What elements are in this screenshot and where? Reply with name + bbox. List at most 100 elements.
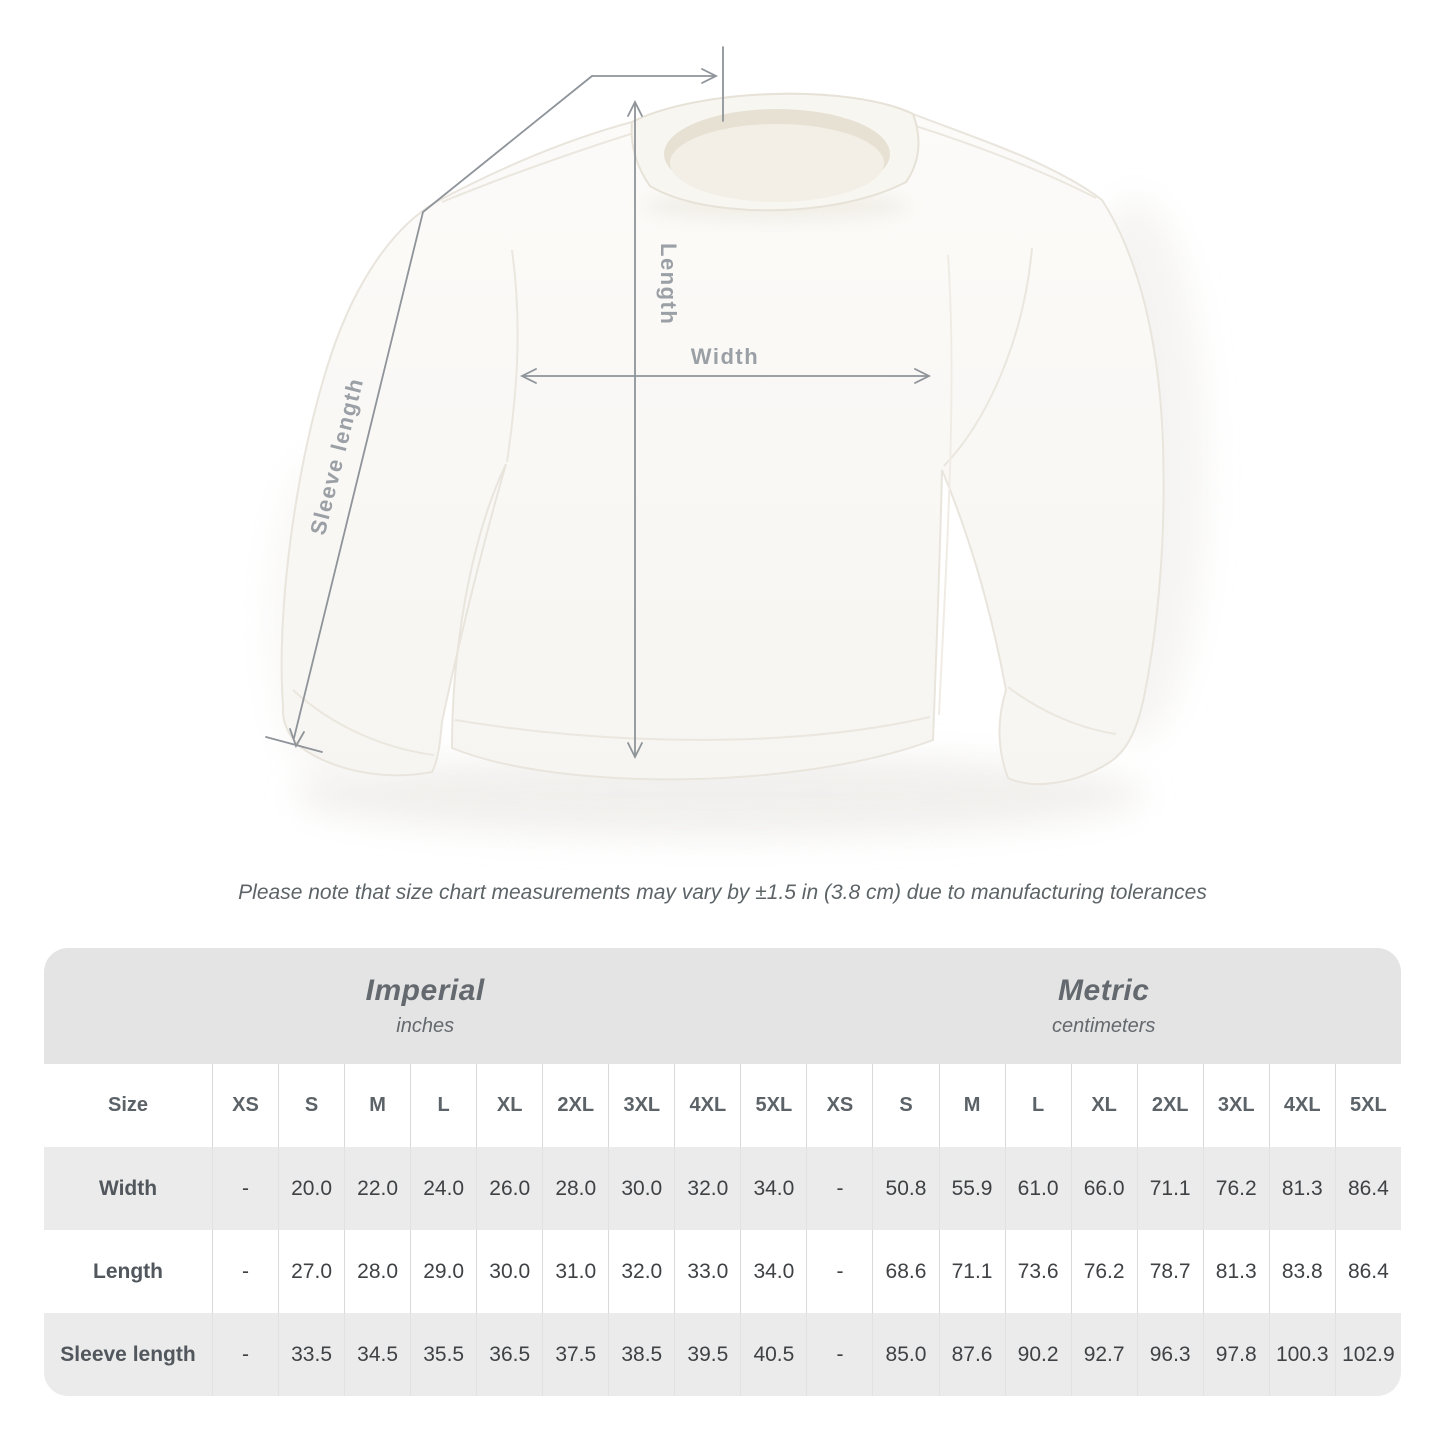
value-cell: 81.3 [1268, 1147, 1335, 1230]
length-row: Length - 27.0 28.0 29.0 30.0 31.0 32.0 3… [44, 1230, 1401, 1313]
value-cell: 61.0 [1004, 1147, 1071, 1230]
imperial-subtitle: inches [396, 1015, 455, 1037]
size-header-cell: XS [806, 1064, 873, 1147]
row-label: Length [44, 1230, 212, 1313]
value-cell: 27.0 [278, 1230, 345, 1313]
size-header-cell: 3XL [608, 1064, 675, 1147]
tolerance-note: Please note that size chart measurements… [238, 881, 1207, 904]
value-cell: 71.1 [1136, 1147, 1203, 1230]
value-cell: 36.5 [476, 1313, 543, 1396]
size-header-cell: M [938, 1064, 1005, 1147]
value-cell: 83.8 [1268, 1230, 1335, 1313]
value-cell: 34.5 [344, 1313, 411, 1396]
size-header-cell: XS [212, 1064, 279, 1147]
size-header-cell: 3XL [1202, 1064, 1269, 1147]
size-table-container: Imperial inches Metric centimeters Size … [44, 948, 1401, 1396]
metric-subtitle: centimeters [1052, 1015, 1156, 1037]
value-cell: 73.6 [1004, 1230, 1071, 1313]
value-cell: 30.0 [608, 1147, 675, 1230]
width-label: Width [691, 344, 759, 369]
value-cell: 86.4 [1334, 1147, 1401, 1230]
value-cell: 34.0 [740, 1147, 807, 1230]
width-row: Width - 20.0 22.0 24.0 26.0 28.0 30.0 32… [44, 1147, 1401, 1230]
seams [292, 119, 1117, 756]
value-cell: 34.0 [740, 1230, 807, 1313]
value-cell: 37.5 [542, 1313, 609, 1396]
size-header-row: Size XS S M L XL 2XL 3XL 4XL 5XL XS S M … [44, 1064, 1401, 1147]
value-cell: 86.4 [1334, 1230, 1401, 1313]
value-cell: 33.0 [674, 1230, 741, 1313]
value-cell: 29.0 [410, 1230, 477, 1313]
row-label: Sleeve length [44, 1313, 212, 1396]
sleeve-length-row: Sleeve length - 33.5 34.5 35.5 36.5 37.5… [44, 1313, 1401, 1396]
value-cell: 55.9 [938, 1147, 1005, 1230]
value-cell: 78.7 [1136, 1230, 1203, 1313]
value-cell: 24.0 [410, 1147, 477, 1230]
value-cell: 96.3 [1136, 1313, 1203, 1396]
width-arrow [519, 368, 932, 384]
value-cell: 92.7 [1070, 1313, 1137, 1396]
sleeve-length-arrow [265, 75, 593, 753]
size-header-cell: 2XL [542, 1064, 609, 1147]
imperial-header: Imperial inches [44, 948, 807, 1064]
value-cell: 22.0 [344, 1147, 411, 1230]
value-cell: 40.5 [740, 1313, 807, 1396]
value-cell: - [806, 1313, 873, 1396]
value-cell: 85.0 [872, 1313, 939, 1396]
size-header-cell: L [410, 1064, 477, 1147]
size-table: Imperial inches Metric centimeters Size … [44, 948, 1401, 1396]
value-cell: 20.0 [278, 1147, 345, 1230]
value-cell: - [212, 1147, 279, 1230]
size-header-cell: M [344, 1064, 411, 1147]
size-diagram: Length Width Sleeve length [265, 46, 1205, 837]
value-cell: 97.8 [1202, 1313, 1269, 1396]
size-header-cell: 5XL [1334, 1064, 1401, 1147]
unit-header-row: Imperial inches Metric centimeters [44, 948, 1401, 1064]
metric-title: Metric [1058, 974, 1150, 1007]
value-cell: 90.2 [1004, 1313, 1071, 1396]
metric-header: Metric centimeters [806, 948, 1401, 1064]
value-cell: 102.9 [1334, 1313, 1401, 1396]
row-label: Width [44, 1147, 212, 1230]
value-cell: 76.2 [1070, 1230, 1137, 1313]
value-cell: - [212, 1230, 279, 1313]
imperial-title: Imperial [365, 974, 485, 1007]
value-cell: 87.6 [938, 1313, 1005, 1396]
value-cell: 35.5 [410, 1313, 477, 1396]
value-cell: 32.0 [608, 1230, 675, 1313]
value-cell: - [806, 1230, 873, 1313]
value-cell: 28.0 [542, 1147, 609, 1230]
value-cell: 39.5 [674, 1313, 741, 1396]
value-cell: 31.0 [542, 1230, 609, 1313]
sweatshirt-silhouette [280, 92, 1165, 786]
sweatshirt [280, 92, 1165, 786]
size-header-cell: 5XL [740, 1064, 807, 1147]
size-corner-header: Size [44, 1064, 212, 1147]
measurement-overlay [265, 46, 932, 760]
value-cell: 30.0 [476, 1230, 543, 1313]
value-cell: 50.8 [872, 1147, 939, 1230]
value-cell: 38.5 [608, 1313, 675, 1396]
length-label: Length [656, 243, 681, 325]
value-cell: 32.0 [674, 1147, 741, 1230]
size-header-cell: XL [1070, 1064, 1137, 1147]
value-cell: 100.3 [1268, 1313, 1335, 1396]
value-cell: 71.1 [938, 1230, 1005, 1313]
value-cell: 26.0 [476, 1147, 543, 1230]
value-cell: 68.6 [872, 1230, 939, 1313]
length-arrow [627, 99, 643, 760]
value-cell: - [212, 1313, 279, 1396]
size-header-cell: S [872, 1064, 939, 1147]
value-cell: 66.0 [1070, 1147, 1137, 1230]
neck-point-arrow [591, 46, 724, 122]
size-header-cell: 4XL [1268, 1064, 1335, 1147]
sweatshirt-photo: Length Width Sleeve length [265, 46, 1205, 837]
value-cell: 33.5 [278, 1313, 345, 1396]
collar [630, 92, 920, 212]
size-header-cell: 2XL [1136, 1064, 1203, 1147]
size-header-cell: XL [476, 1064, 543, 1147]
value-cell: 76.2 [1202, 1147, 1269, 1230]
size-header-cell: S [278, 1064, 345, 1147]
value-cell: 28.0 [344, 1230, 411, 1313]
